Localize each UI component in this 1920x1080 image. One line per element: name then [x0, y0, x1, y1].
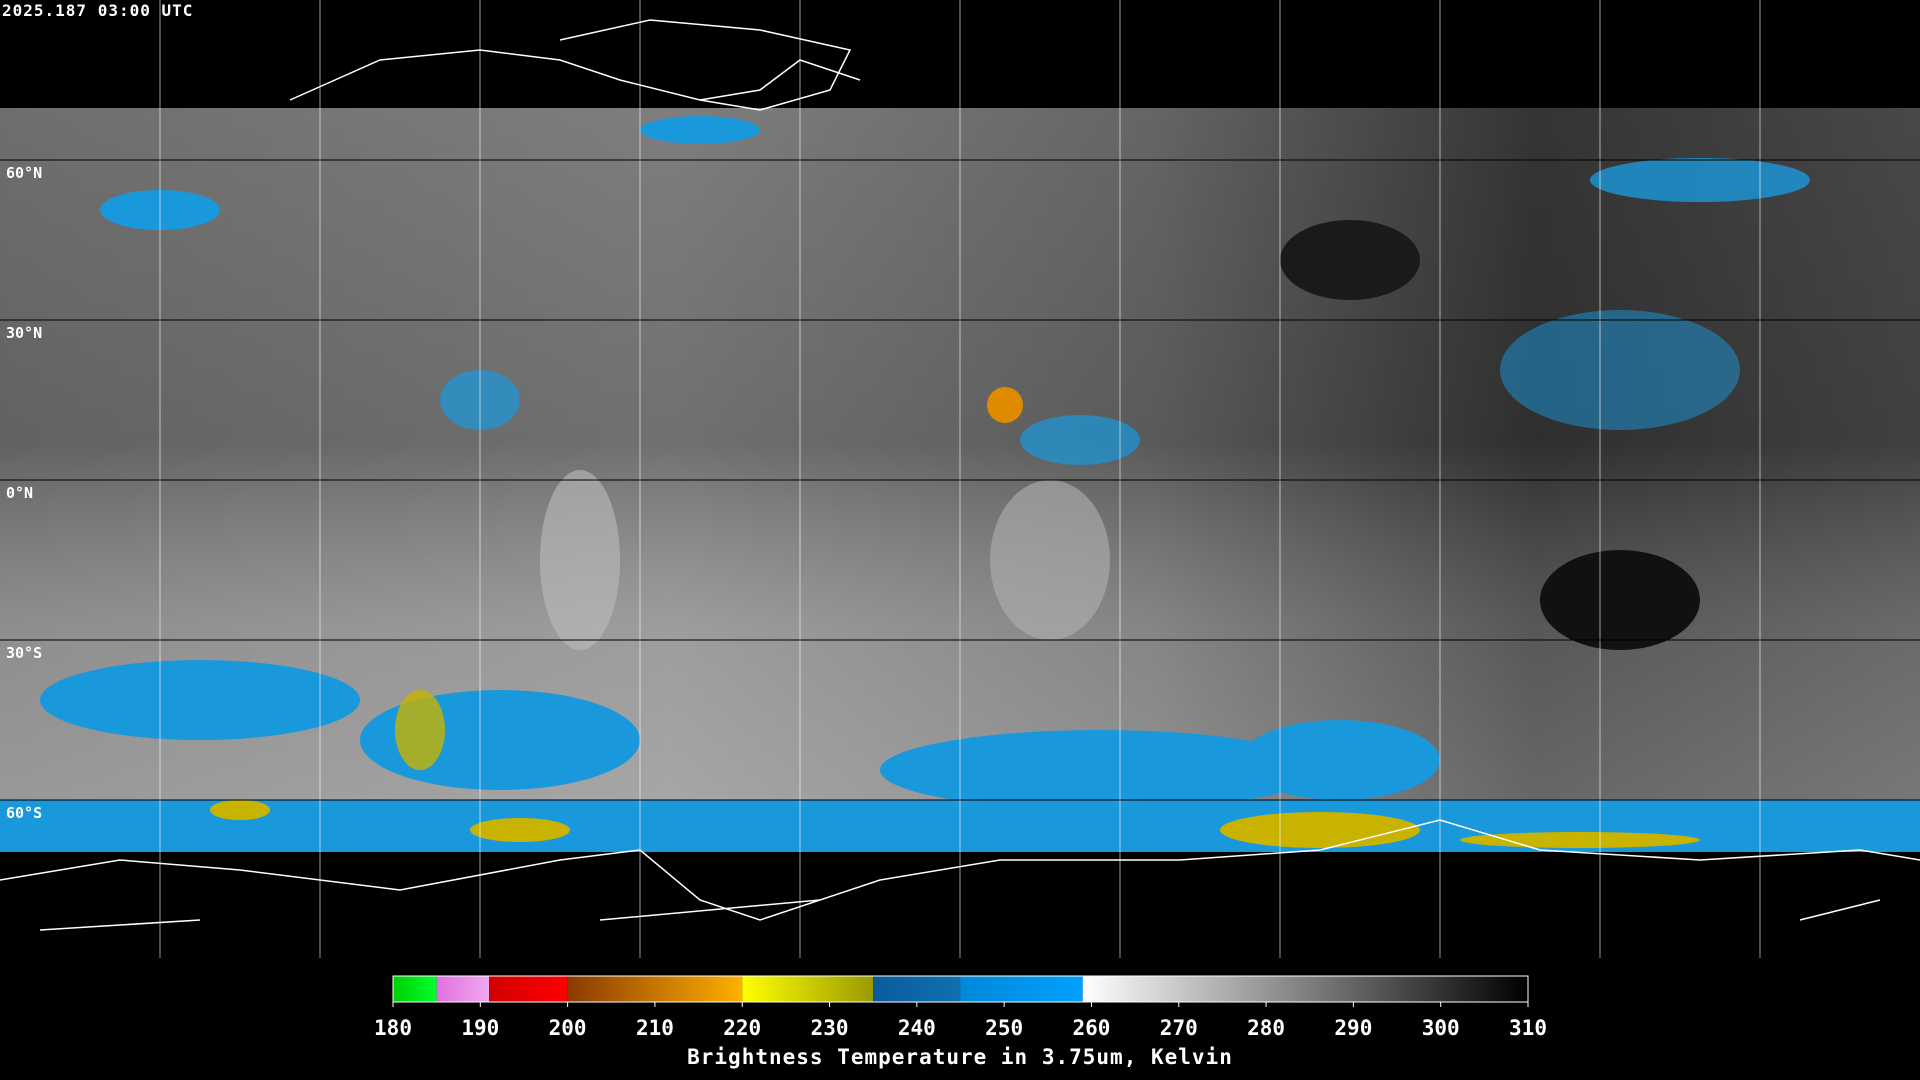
- colorbar-tick-label: 230: [811, 1016, 849, 1040]
- coastlines: [0, 19, 1920, 931]
- latitude-label: 0°N: [6, 484, 33, 502]
- colorbar-tick-label: 280: [1247, 1016, 1285, 1040]
- latitude-label: 30°S: [6, 644, 42, 662]
- colorbar-segment: [1082, 976, 1528, 1002]
- colorbar-tick-label: 240: [898, 1016, 936, 1040]
- graticule: [0, 0, 1920, 958]
- latitude-label: 60°N: [6, 164, 42, 182]
- colorbar-tick-label: 250: [985, 1016, 1023, 1040]
- colorbar-segment: [873, 976, 961, 1002]
- colorbar: 180 190 200 210 220 230 240 250 260 270 280 290 300 3…: [374, 975, 1547, 1040]
- colorbar-segment: [489, 976, 568, 1002]
- colorbar-tick-label: 270: [1160, 1016, 1198, 1040]
- colorbar-tick-label: 310: [1509, 1016, 1547, 1040]
- colorbar-tick-label: 220: [723, 1016, 761, 1040]
- colorbar-tick-label: 210: [636, 1016, 674, 1040]
- colorbar-title: Brightness Temperature in 3.75um, Kelvin: [687, 1045, 1233, 1069]
- colorbar-tick-label: 260: [1072, 1016, 1110, 1040]
- colorbar-segment: [742, 976, 874, 1002]
- colorbar-frame: [392, 975, 1529, 1003]
- colorbar-tick-label: 290: [1334, 1016, 1372, 1040]
- colorbar-segment: [436, 976, 490, 1002]
- colorbar-segment: [960, 976, 1083, 1002]
- colorbar-tick-label: 190: [461, 1016, 499, 1040]
- colorbar-segment: [567, 976, 743, 1002]
- colorbar-tick-label: 200: [549, 1016, 587, 1040]
- timestamp: 2025.187 03:00 UTC: [2, 1, 193, 20]
- colorbar-segment: [393, 976, 437, 1002]
- colorbar-tick-label: 180: [374, 1016, 412, 1040]
- latitude-label: 60°S: [6, 804, 42, 822]
- colorbar-tick-label: 300: [1422, 1016, 1460, 1040]
- latitude-labels: 60°N 30°N 0°N 30°S 60°S: [6, 164, 42, 822]
- latitude-label: 30°N: [6, 324, 42, 342]
